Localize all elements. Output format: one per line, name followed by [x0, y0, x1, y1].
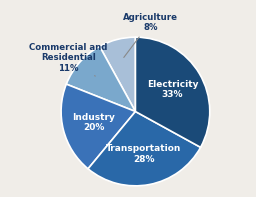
Text: Commercial and
Residential
11%: Commercial and Residential 11%: [29, 43, 108, 76]
Text: Agriculture
8%: Agriculture 8%: [123, 13, 178, 58]
Text: Electricity
33%: Electricity 33%: [147, 80, 198, 99]
Wedge shape: [61, 84, 135, 169]
Text: Industry
20%: Industry 20%: [72, 112, 115, 132]
Text: Transportation
28%: Transportation 28%: [106, 144, 181, 164]
Wedge shape: [66, 46, 135, 112]
Wedge shape: [100, 37, 135, 112]
Wedge shape: [135, 37, 210, 147]
Wedge shape: [88, 112, 201, 186]
